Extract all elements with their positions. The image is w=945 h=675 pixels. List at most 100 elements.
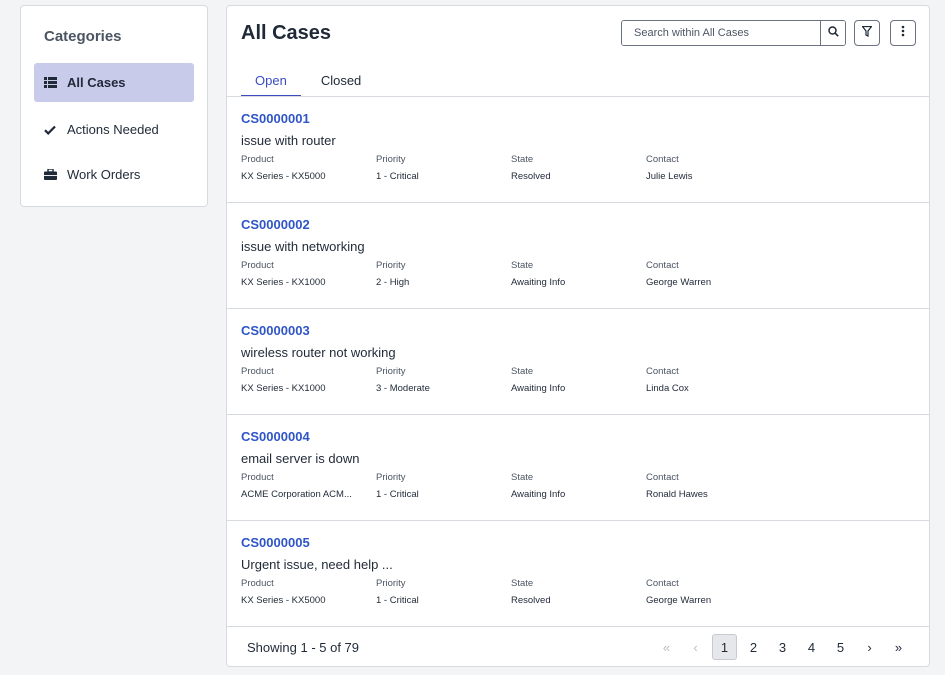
field-label: Contact — [646, 154, 679, 165]
page-button-4[interactable]: 4 — [807, 639, 816, 655]
sidebar-item-actions-needed[interactable]: Actions Needed — [34, 110, 194, 149]
checkmark-icon — [43, 123, 57, 137]
page-button-3[interactable]: 3 — [778, 639, 787, 655]
sidebar-item-work-orders[interactable]: Work Orders — [34, 155, 194, 194]
field-value: Awaiting Info — [511, 383, 566, 394]
field-value: 1 - Critical — [376, 489, 419, 500]
sidebar-item-all-cases[interactable]: All Cases — [34, 63, 194, 102]
last-page-button[interactable]: » — [894, 639, 903, 655]
field-label: Priority — [376, 578, 406, 589]
field-label: State — [511, 578, 534, 589]
field-value: Awaiting Info — [511, 489, 566, 500]
case-row: CS0000004 email server is down Product AC… — [227, 415, 929, 521]
prev-page-button[interactable]: ‹ — [693, 639, 698, 655]
page-title: All Cases — [241, 22, 332, 44]
field-value: George Warren — [646, 595, 712, 606]
field-value: Awaiting Info — [511, 277, 566, 288]
field-value: KX Series - KX5000 — [241, 171, 326, 182]
field-value: Ronald Hawes — [646, 489, 708, 500]
case-state: State Resolved — [511, 578, 636, 606]
case-description: issue with networking — [241, 239, 365, 254]
field-value: George Warren — [646, 277, 712, 288]
search-input[interactable] — [622, 21, 820, 45]
pagination: « ‹ 1 2 3 4 5 › » — [650, 634, 911, 660]
field-value: Linda Cox — [646, 383, 689, 394]
page-button-1[interactable]: 1 — [712, 634, 737, 660]
case-number-link[interactable]: CS0000001 — [241, 111, 310, 126]
case-description: issue with router — [241, 133, 336, 148]
field-label: Priority — [376, 154, 406, 165]
case-row: CS0000001 issue with router Product KX Se… — [227, 97, 929, 203]
case-state: State Awaiting Info — [511, 472, 636, 500]
field-label: Priority — [376, 260, 406, 271]
page-button-5[interactable]: 5 — [836, 639, 845, 655]
categories-panel: Categories All Cases Actions Needed Work… — [20, 5, 208, 207]
field-label: State — [511, 260, 534, 271]
sidebar-title: Categories — [44, 28, 122, 45]
results-count: Showing 1 - 5 of 79 — [247, 640, 360, 655]
field-value: 3 - Moderate — [376, 383, 430, 394]
sidebar-item-label: Actions Needed — [67, 122, 159, 137]
first-page-button[interactable]: « — [662, 639, 671, 655]
field-label: Product — [241, 366, 274, 377]
field-label: Contact — [646, 472, 679, 483]
next-page-button[interactable]: › — [867, 639, 872, 655]
sidebar-item-label: Work Orders — [67, 167, 141, 182]
case-number-link[interactable]: CS0000002 — [241, 217, 310, 232]
case-priority: Priority 1 - Critical — [376, 472, 501, 500]
field-label: Priority — [376, 472, 406, 483]
search-icon — [827, 24, 839, 42]
page-button-2[interactable]: 2 — [749, 639, 758, 655]
case-priority: Priority 3 - Moderate — [376, 366, 501, 394]
filter-button[interactable] — [854, 20, 880, 46]
list-icon — [43, 76, 57, 90]
field-label: Product — [241, 154, 274, 165]
field-value: ACME Corporation ACM... — [241, 489, 352, 500]
field-value: 1 - Critical — [376, 595, 419, 606]
case-product: Product KX Series - KX5000 — [241, 578, 366, 606]
case-contact: Contact Julie Lewis — [646, 154, 771, 182]
search-box — [621, 20, 846, 46]
case-contact: Contact Linda Cox — [646, 366, 771, 394]
case-number-link[interactable]: CS0000003 — [241, 323, 310, 338]
case-description: wireless router not working — [241, 345, 396, 360]
case-priority: Priority 1 - Critical — [376, 578, 501, 606]
case-product: Product ACME Corporation ACM... — [241, 472, 366, 500]
case-description: email server is down — [241, 451, 360, 466]
case-priority: Priority 2 - High — [376, 260, 501, 288]
case-state: State Awaiting Info — [511, 366, 636, 394]
field-label: State — [511, 154, 534, 165]
tab-open[interactable]: Open — [241, 66, 301, 97]
case-number-link[interactable]: CS0000004 — [241, 429, 310, 444]
field-value: KX Series - KX5000 — [241, 595, 326, 606]
sidebar-item-label: All Cases — [67, 75, 126, 90]
field-label: Contact — [646, 366, 679, 377]
case-state: State Awaiting Info — [511, 260, 636, 288]
case-contact: Contact George Warren — [646, 260, 771, 288]
field-value: KX Series - KX1000 — [241, 383, 326, 394]
field-value: Julie Lewis — [646, 171, 693, 182]
field-label: State — [511, 472, 534, 483]
field-label: State — [511, 366, 534, 377]
case-number-link[interactable]: CS0000005 — [241, 535, 310, 550]
field-label: Product — [241, 260, 274, 271]
case-row: CS0000003 wireless router not working Pr… — [227, 309, 929, 415]
case-contact: Contact Ronald Hawes — [646, 472, 771, 500]
field-label: Product — [241, 472, 274, 483]
case-priority: Priority 1 - Critical — [376, 154, 501, 182]
case-description: Urgent issue, need help ... — [241, 557, 393, 572]
case-contact: Contact George Warren — [646, 578, 771, 606]
tabs-divider — [227, 96, 929, 97]
more-options-button[interactable] — [890, 20, 916, 46]
field-value: Resolved — [511, 595, 551, 606]
field-value: KX Series - KX1000 — [241, 277, 326, 288]
case-row: CS0000005 Urgent issue, need help ... Pr… — [227, 521, 929, 627]
field-label: Contact — [646, 260, 679, 271]
case-tabs: Open Closed — [241, 66, 375, 97]
search-button[interactable] — [820, 21, 845, 45]
cases-panel: All Cases Open Closed CS0000001 issue wi… — [226, 5, 930, 667]
tab-closed[interactable]: Closed — [320, 73, 362, 88]
pagination-footer: Showing 1 - 5 of 79 « ‹ 1 2 3 4 5 › » — [227, 626, 929, 666]
field-value: 2 - High — [376, 277, 410, 288]
more-vertical-icon — [901, 24, 905, 42]
